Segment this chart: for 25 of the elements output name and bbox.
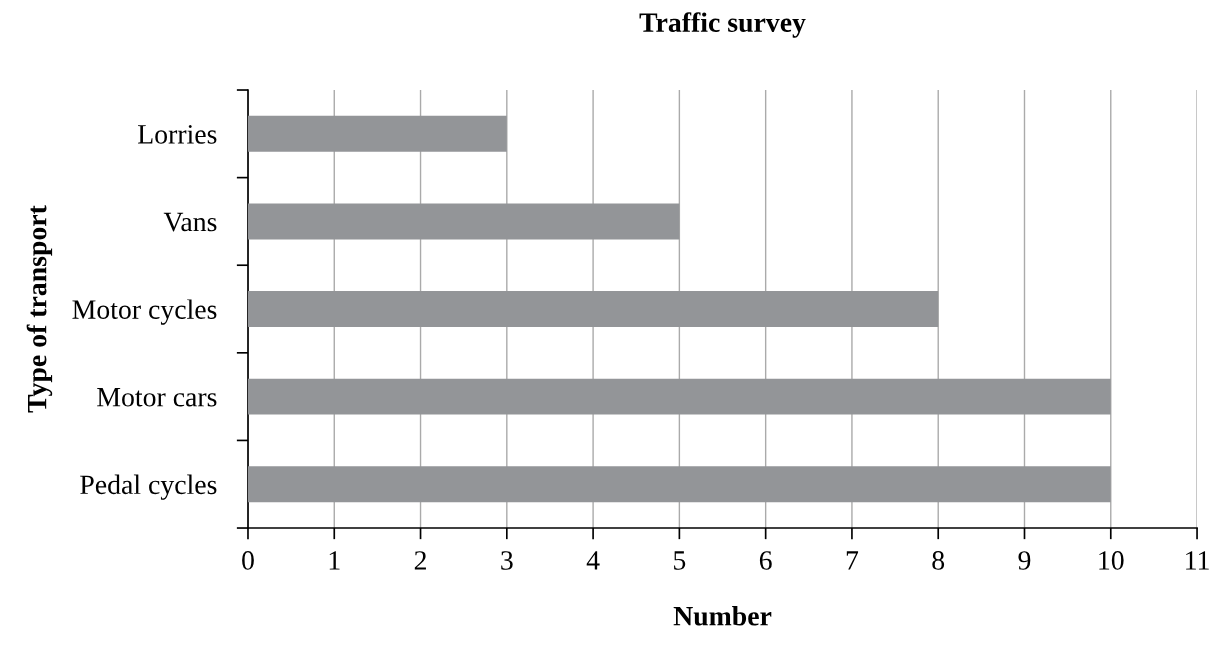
y-axis-title: Type of transport — [26, 205, 53, 413]
y-tick-label: Motor cycles — [72, 299, 217, 325]
x-tick-label: 9 — [1018, 551, 1031, 570]
x-tick-label: 8 — [932, 551, 945, 570]
x-tick-label: 0 — [242, 551, 254, 570]
bar — [247, 115, 507, 152]
bar — [247, 466, 1111, 503]
y-tick-label: Pedal cycles — [80, 474, 217, 500]
x-tick-label: 1 — [329, 551, 340, 570]
bar — [247, 203, 680, 240]
bar — [247, 378, 1111, 415]
chart-title: Traffic survey — [639, 12, 806, 38]
x-tick-label: 10 — [1099, 551, 1124, 570]
x-tick-label: 5 — [674, 551, 686, 570]
x-tick-label: 3 — [501, 551, 513, 570]
x-axis-title: Number — [673, 606, 772, 626]
y-tick-label: Vans — [163, 212, 217, 232]
y-tick-label: Motor cars — [97, 388, 217, 407]
bar — [247, 291, 939, 327]
x-tick-label: 4 — [586, 551, 600, 570]
x-tick-label: 11 — [1186, 551, 1209, 570]
y-tick-label: Lorries — [138, 125, 217, 144]
x-tick-label: 2 — [414, 551, 426, 570]
x-tick-label: 6 — [759, 551, 772, 570]
x-tick-label: 7 — [846, 551, 859, 570]
